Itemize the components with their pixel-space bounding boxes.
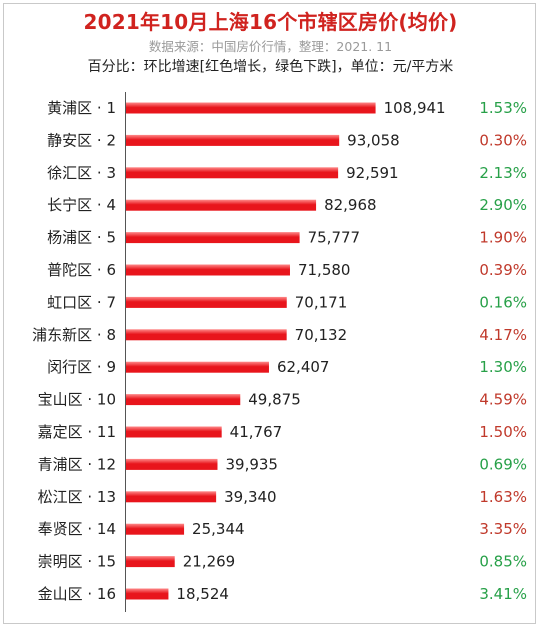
pct-change-label: 0.69% [479, 455, 527, 473]
value-label: 49,875 [248, 391, 301, 409]
value-label: 62,407 [277, 358, 330, 376]
category-label: 金山区 · 16 [38, 585, 116, 603]
category-label: 宝山区 · 10 [38, 391, 116, 409]
data-source: 数据来源：中国房价行情，整理：2021. 11 [148, 39, 393, 54]
value-label: 70,171 [295, 293, 348, 311]
category-label: 奉贤区 · 14 [38, 520, 116, 538]
bar [126, 491, 217, 503]
bar [126, 394, 241, 406]
value-label: 70,132 [295, 326, 348, 344]
pct-change-label: 2.13% [479, 164, 527, 182]
category-label: 普陀区 · 6 [47, 261, 116, 279]
bar [126, 426, 222, 438]
bar [126, 134, 340, 146]
category-label: 黄浦区 · 1 [47, 99, 116, 117]
bar [126, 102, 376, 114]
value-label: 39,340 [224, 488, 277, 506]
pct-change-label: 1.53% [479, 99, 527, 117]
pct-change-label: 0.16% [479, 293, 527, 311]
category-label: 长宁区 · 4 [47, 196, 116, 214]
value-label: 39,935 [225, 455, 278, 473]
bar [126, 458, 218, 470]
value-label: 75,777 [308, 229, 361, 247]
pct-change-label: 0.85% [479, 553, 527, 571]
bar [126, 361, 269, 373]
bar [126, 296, 287, 308]
chart-frame [3, 3, 536, 624]
pct-change-label: 4.59% [479, 391, 527, 409]
pct-change-label: 4.17% [479, 326, 527, 344]
category-label: 闵行区 · 9 [47, 358, 116, 376]
category-axis-line [125, 92, 126, 612]
value-label: 92,591 [346, 164, 399, 182]
chart-title: 2021年10月上海16个市辖区房价(均价) [83, 10, 458, 34]
category-label: 崇明区 · 15 [38, 553, 116, 571]
category-label: 浦东新区 · 8 [32, 326, 116, 344]
value-label: 18,524 [176, 585, 229, 603]
bar [126, 588, 169, 600]
category-label: 虹口区 · 7 [47, 293, 116, 311]
value-label: 93,058 [347, 131, 400, 149]
value-label: 108,941 [384, 99, 446, 117]
bar [126, 556, 175, 568]
category-label: 嘉定区 · 11 [38, 423, 116, 441]
pct-change-label: 1.30% [479, 358, 527, 376]
pct-change-label: 1.90% [479, 229, 527, 247]
pct-change-label: 1.63% [479, 488, 527, 506]
bar [126, 199, 317, 211]
bar [126, 264, 290, 276]
category-label: 青浦区 · 12 [38, 455, 116, 473]
value-label: 21,269 [183, 553, 236, 571]
value-label: 82,968 [324, 196, 377, 214]
value-label: 25,344 [192, 520, 245, 538]
value-label: 71,580 [298, 261, 351, 279]
pct-change-label: 3.35% [479, 520, 527, 538]
value-label: 41,767 [230, 423, 282, 441]
category-label: 杨浦区 · 5 [47, 229, 116, 247]
bar [126, 523, 185, 535]
bar [126, 329, 287, 341]
bar [126, 167, 339, 179]
pct-change-label: 1.50% [479, 423, 527, 441]
category-label: 松江区 · 13 [38, 488, 116, 506]
pct-change-label: 0.30% [479, 131, 527, 149]
category-label: 静安区 · 2 [47, 131, 116, 149]
pct-change-label: 0.39% [479, 261, 527, 279]
pct-change-label: 2.90% [479, 196, 527, 214]
pct-change-label: 3.41% [479, 585, 527, 603]
chart-note: 百分比：环比增速[红色增长，绿色下跌]，单位：元/平方米 [87, 59, 454, 75]
bar [126, 232, 300, 244]
category-label: 徐汇区 · 3 [47, 164, 116, 182]
